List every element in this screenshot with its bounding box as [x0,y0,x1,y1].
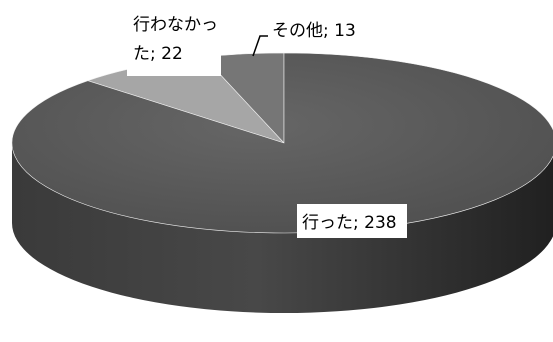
leader-line-other [252,35,268,57]
pie-side-wall [12,143,553,313]
data-label-other: その他; 13 [272,21,356,41]
data-label-went: 行った; 238 [302,213,397,233]
label-box-did-not-go [127,10,221,76]
label-box-went [297,204,407,238]
pie-sides [12,143,553,313]
pie-slices [11,52,553,234]
data-labels: 行わなかった; 22 その他; 13 行った; 238 [127,10,407,238]
data-label-did-not-go: 行わなかった; 22 [133,15,218,64]
